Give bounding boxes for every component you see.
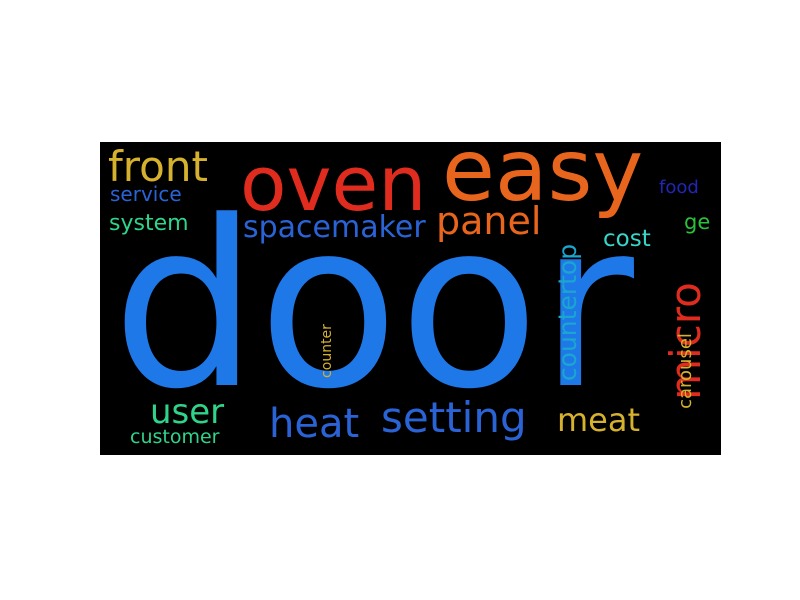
word-cost: cost [603, 226, 651, 252]
word-setting: setting [381, 393, 527, 442]
word-carousel: carousel [674, 333, 696, 409]
word-ge: ge [684, 210, 711, 234]
word-customer: customer [130, 426, 220, 448]
word-system: system [109, 211, 189, 236]
word-cloud: door easy oven panel front spacemaker mi… [100, 142, 721, 455]
word-counter: counter [318, 324, 335, 378]
word-front: front [108, 142, 208, 191]
word-door: door [112, 173, 634, 440]
word-user: user [150, 392, 225, 432]
word-food: food [659, 177, 699, 198]
word-heat: heat [269, 401, 360, 447]
word-easy: easy [442, 142, 644, 221]
word-countertop: countertop [553, 243, 583, 382]
word-spacemaker: spacemaker [243, 210, 426, 245]
word-oven: oven [240, 142, 427, 228]
word-service: service [110, 182, 182, 206]
word-meat: meat [557, 401, 641, 439]
word-panel: panel [436, 199, 542, 243]
